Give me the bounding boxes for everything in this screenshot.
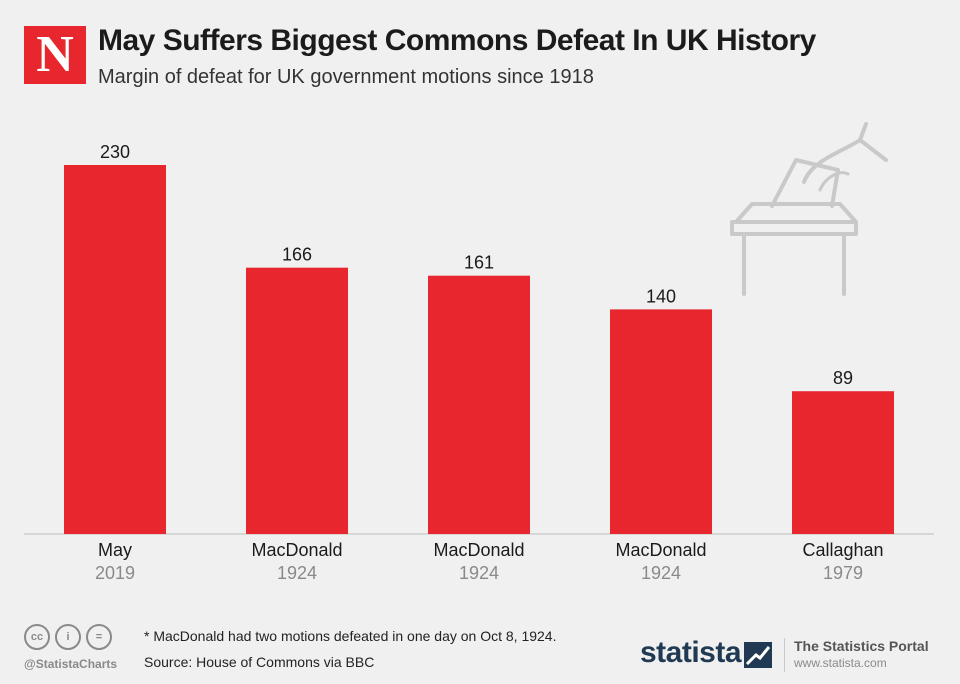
logo-letter: N	[36, 26, 74, 83]
statista-logo-text[interactable]: statista	[640, 636, 742, 669]
bar-2	[428, 275, 530, 534]
category-year-label-3: 1924	[641, 563, 681, 583]
portal-divider	[784, 638, 785, 672]
ballot-box-icon	[730, 122, 888, 296]
twitter-handle[interactable]: @StatistaCharts	[24, 657, 118, 671]
newsweek-logo: N	[24, 26, 86, 84]
category-year-label-2: 1924	[459, 563, 499, 583]
no-derivatives-icon: =	[86, 624, 112, 650]
portal-name: The Statistics Portal	[794, 638, 929, 654]
chart-title: May Suffers Biggest Commons Defeat In UK…	[98, 24, 816, 57]
bar-value-label-2: 161	[464, 253, 494, 273]
bar-0	[64, 165, 166, 534]
portal-url[interactable]: www.statista.com	[794, 656, 887, 670]
category-label-4: Callaghan	[802, 540, 883, 560]
license-icons: cc i =	[24, 624, 112, 650]
category-label-1: MacDonald	[251, 540, 342, 560]
bar-4	[792, 391, 894, 534]
bar-value-label-4: 89	[833, 368, 853, 388]
category-label-2: MacDonald	[433, 540, 524, 560]
category-year-label-1: 1924	[277, 563, 317, 583]
cc-icon: cc	[24, 624, 50, 650]
statista-logo-icon	[744, 642, 772, 668]
category-label-3: MacDonald	[615, 540, 706, 560]
attribution-icon: i	[55, 624, 81, 650]
category-year-label-4: 1979	[823, 563, 863, 583]
chart-subtitle: Margin of defeat for UK government motio…	[98, 66, 594, 88]
bar-1	[246, 267, 348, 534]
bar-value-label-1: 166	[282, 245, 312, 265]
bar-value-label-0: 230	[100, 142, 130, 162]
footnote: * MacDonald had two motions defeated in …	[144, 628, 557, 644]
category-label-0: May	[98, 540, 132, 560]
source-note: Source: House of Commons via BBC	[144, 654, 375, 670]
bar-value-label-3: 140	[646, 286, 676, 306]
category-year-label-0: 2019	[95, 563, 135, 583]
bar-3	[610, 309, 712, 534]
